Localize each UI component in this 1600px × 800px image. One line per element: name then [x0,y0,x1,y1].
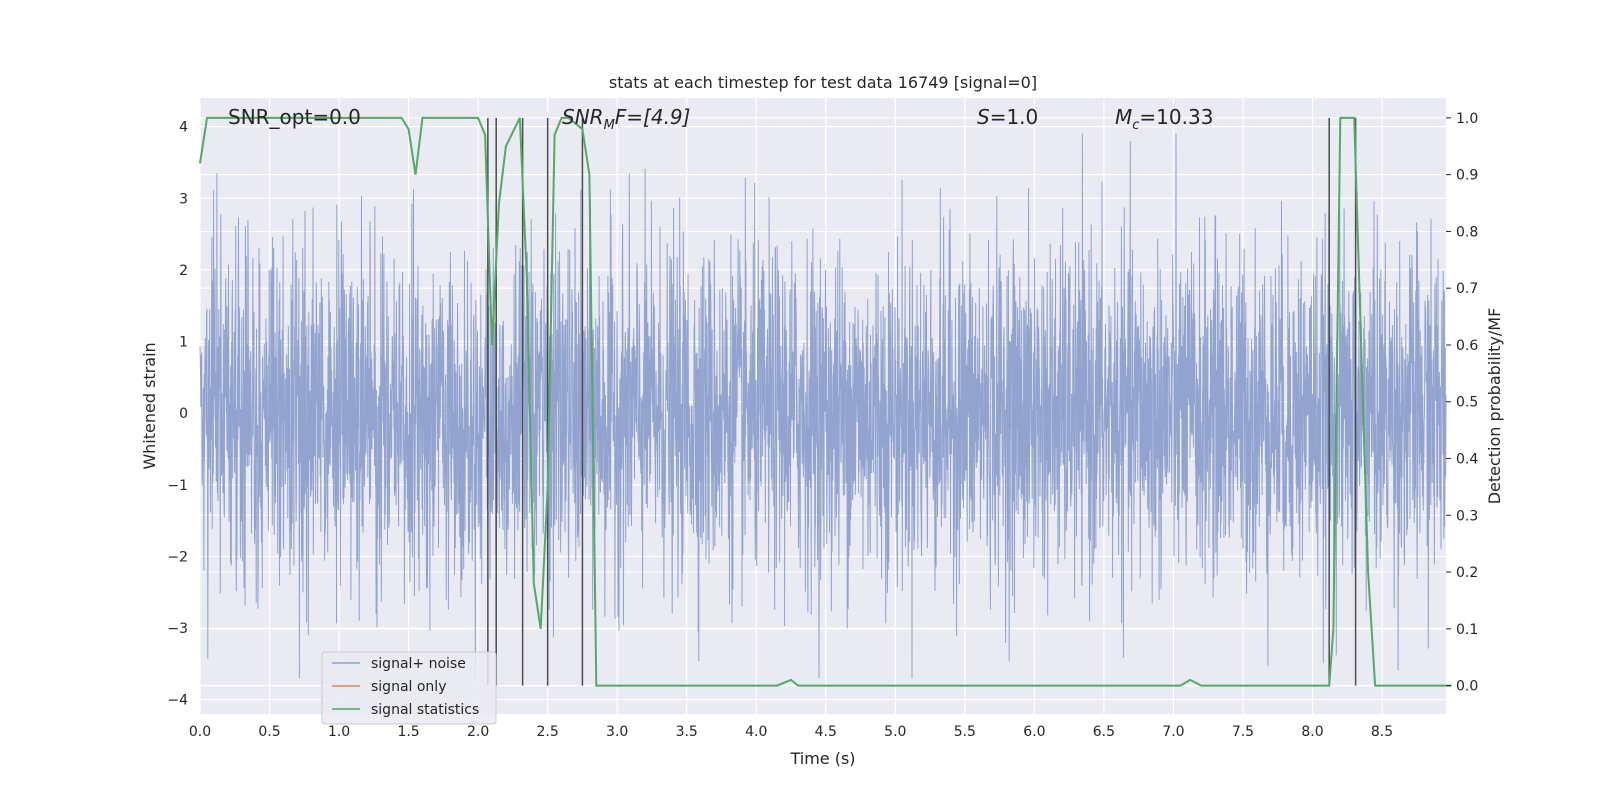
statistics-series [199,116,1452,687]
y-tick-label: 3 [179,191,188,207]
x-tick-label: 3.5 [676,724,698,740]
y-tick-label: 4 [179,120,188,136]
y-right-tick-label: 0.9 [1456,168,1478,184]
legend-box [321,651,497,725]
legend-label-signal: signal only [371,679,446,695]
y-right-tick-label: 0.5 [1456,395,1478,411]
y-right-tick-label: 0.2 [1456,565,1478,581]
x-tick-label: 1.5 [397,724,419,740]
annotation-snr-opt: SNR_opt=0.0 [228,105,361,129]
y-tick-label: −3 [167,621,188,637]
x-tick-label: 3.0 [606,724,628,740]
annotation-mc-sub: c [1132,118,1139,133]
x-tick-label: 0.5 [258,724,280,740]
x-tick-label: 7.5 [1232,724,1254,740]
x-tick-label: 4.0 [745,724,767,740]
y-right-tick-label: 0.1 [1456,622,1478,638]
x-tick-label: 8.5 [1371,724,1393,740]
y-right-tick-label: 0.4 [1456,452,1478,468]
y-tick-label: 2 [179,263,188,279]
x-tick-label: 6.0 [1023,724,1045,740]
x-tick-label: 2.5 [537,724,559,740]
tick-labels: 0.0 0.5 1.0 1.5 2.0 2.5 3.0 3.5 4.0 4.5 5.0 5.5 6.0 6… [167,111,1478,740]
x-tick-label: 1.0 [328,724,350,740]
legend: signal+ noise signal only signal statist… [321,651,497,725]
y-axis-label: Whitened strain [140,342,159,469]
y-tick-label: 1 [179,335,188,351]
noise-series [199,133,1447,679]
chart-title: stats at each timestep for test data 167… [609,73,1037,92]
x-tick-label: 7.0 [1162,724,1184,740]
annotation-snr-mf-rest: F=[4.9] [615,105,691,129]
vertical-lines [487,117,1357,686]
y-axis-label-right: Detection probability/MF [1485,308,1504,505]
annotation-s-var: S [977,105,990,129]
y-right-tick-label: 1.0 [1456,111,1478,127]
x-tick-label: 8.0 [1301,724,1323,740]
annotation-snr-mf-sub: M [604,118,615,133]
y-tick-label: −4 [167,693,188,709]
annotation-s-rest: =1.0 [990,105,1039,129]
x-tick-label: 4.5 [815,724,837,740]
y-tick-label: −2 [167,549,188,565]
y-tick-label: 0 [179,406,188,422]
annotation-snr-mf-main: SNR [562,105,604,129]
x-tick-label: 5.0 [884,724,906,740]
annotation-s: S=1.0 [977,105,1038,129]
x-tick-label: 5.5 [954,724,976,740]
y-right-tick-label: 0.0 [1456,679,1478,695]
legend-label-stats: signal statistics [371,702,479,718]
statistics-line [199,116,1452,687]
noise-trace [199,133,1447,679]
x-axis-label: Time (s) [789,749,855,768]
annotation-mc: Mc=10.33 [1115,105,1213,133]
y-right-tick-label: 0.6 [1456,338,1478,354]
annotation-snr-mf: SNRMF=[4.9] [562,105,690,133]
x-tick-label: 6.5 [1093,724,1115,740]
legend-label-noise: signal+ noise [371,656,466,672]
x-tick-label: 0.0 [189,724,211,740]
y-right-tick-label: 0.7 [1456,281,1478,297]
x-tick-label: 2.0 [467,724,489,740]
y-right-tick-label: 0.8 [1456,224,1478,240]
annotation-mc-var: M [1115,105,1132,129]
y-tick-label: −1 [167,478,188,494]
annotation-mc-rest: =10.33 [1139,105,1213,129]
y-right-tick-label: 0.3 [1456,508,1478,524]
